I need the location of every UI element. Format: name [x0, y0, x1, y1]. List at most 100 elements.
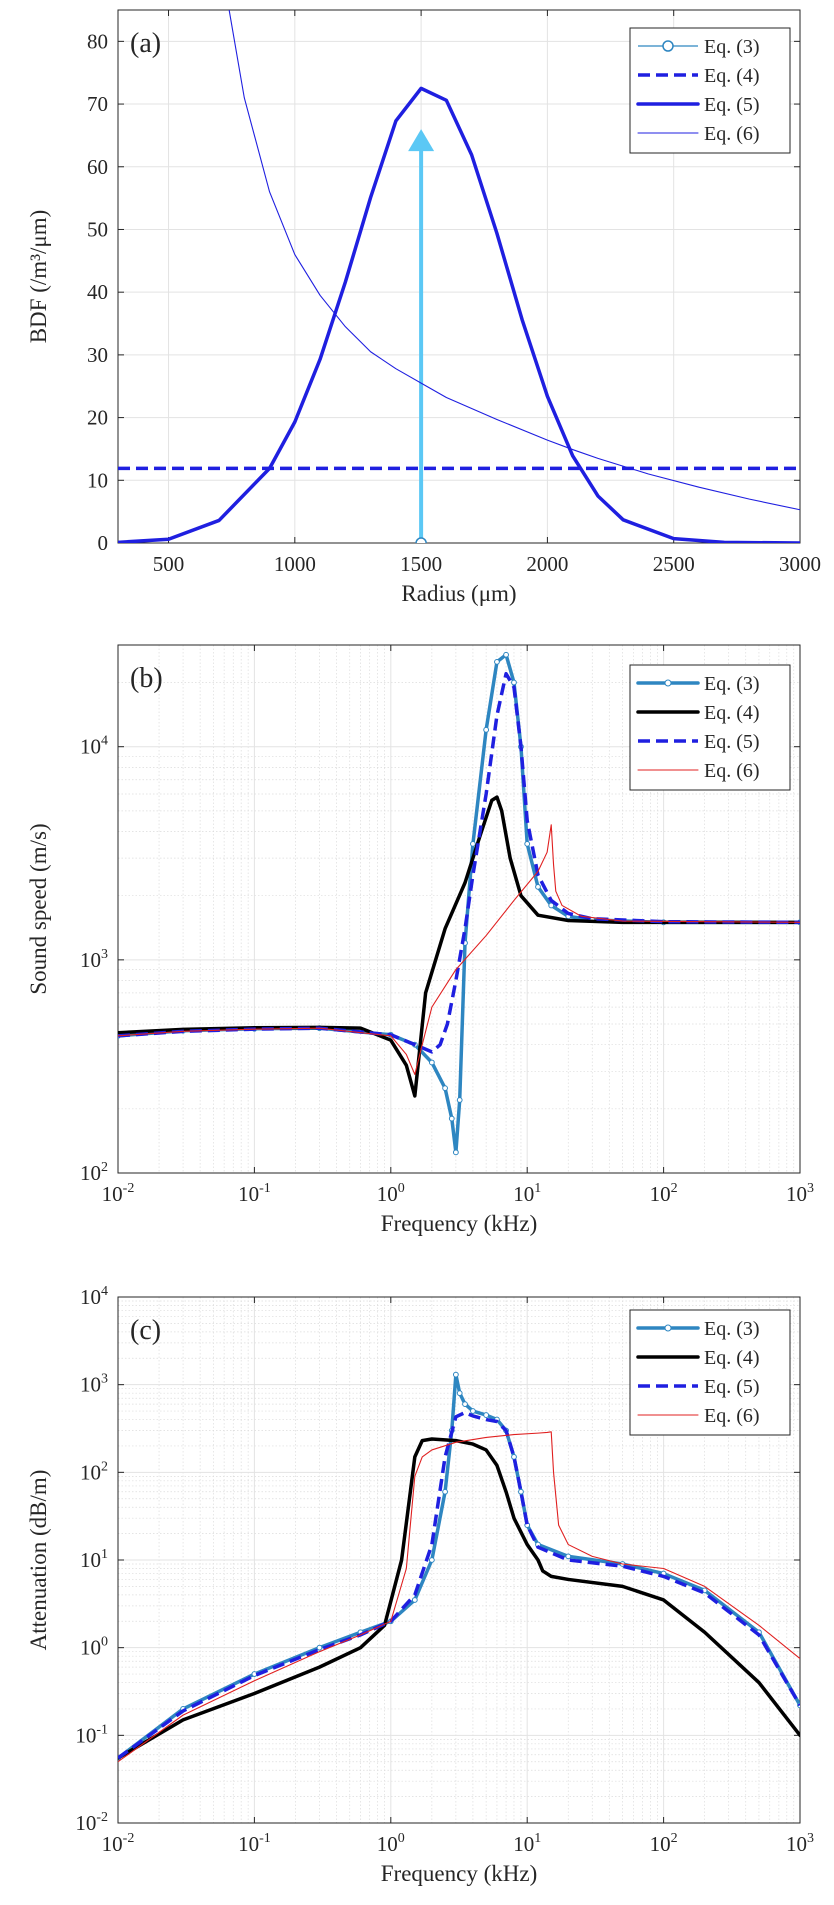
y-tick-label: 104 — [80, 1284, 108, 1309]
data-point-marker — [548, 902, 555, 909]
x-tick-label: 100 — [377, 1831, 405, 1856]
panel-label: (c) — [130, 1315, 161, 1346]
legend-label: Eq. (3) — [704, 36, 760, 58]
legend-entry: Eq. (3) — [638, 36, 760, 58]
x-tick-label: 10-2 — [102, 1181, 135, 1206]
x-axis-label: Frequency (kHz) — [381, 1211, 537, 1236]
data-point-marker — [511, 1453, 517, 1460]
y-tick-label: 103 — [80, 947, 108, 972]
series-line — [118, 86, 800, 543]
legend: Eq. (3) Eq. (4) Eq. (5) Eq. (6) — [629, 664, 791, 791]
data-point-marker — [483, 1412, 490, 1418]
x-tick-label: 1000 — [274, 552, 316, 576]
legend-entry: Eq. (5) — [638, 1376, 760, 1398]
legend-entry: Eq. (3) — [636, 1318, 760, 1340]
x-axis-label: Frequency (kHz) — [381, 1861, 537, 1886]
legend-label: Eq. (4) — [704, 65, 760, 87]
y-tick-label: 20 — [87, 406, 108, 430]
x-tick-label: 10-2 — [102, 1831, 135, 1856]
y-axis-label: BDF (/m³/μm) — [26, 210, 51, 344]
series-eq-5 — [118, 671, 800, 1054]
data-point-marker — [524, 840, 531, 847]
legend-entry: Eq. (5) — [636, 94, 760, 116]
x-tick-label: 3000 — [779, 552, 821, 576]
chart-panel-1: 500 1000 1500 2000 2500 3000 0 10 20 30 40 50 60 70 80… — [26, 9, 821, 606]
data-point-marker — [415, 537, 427, 543]
x-tick-label: 103 — [786, 1831, 814, 1856]
x-tick-label: 10-1 — [238, 1831, 271, 1856]
data-point-marker — [535, 883, 541, 890]
legend-marker — [664, 1324, 672, 1332]
legend-label: Eq. (6) — [704, 1405, 760, 1427]
y-axis-label: Attenuation (dB/m) — [26, 1470, 51, 1651]
panel-label: (a) — [130, 28, 161, 59]
data-point-marker — [316, 1644, 323, 1651]
series-line — [118, 671, 800, 1054]
legend-entry: Eq. (6) — [637, 123, 760, 145]
data-point-marker — [494, 658, 500, 665]
legend-entry: Eq. (6) — [637, 1405, 760, 1427]
x-tick-label: 2000 — [526, 552, 568, 576]
data-point-marker — [428, 1557, 435, 1563]
y-tick-label: 0 — [98, 531, 109, 555]
legend: Eq. (3) Eq. (4) Eq. (5) Eq. (6) — [629, 1309, 791, 1436]
x-tick-label: 103 — [786, 1181, 814, 1206]
chart-panel-2: 10-2 10-1 100 101 102 103 102 103 104 Frequency (… — [26, 644, 814, 1236]
x-tick-label: 1500 — [400, 552, 442, 576]
y-tick-label: 104 — [80, 734, 108, 759]
series-eq-6 — [118, 824, 800, 1075]
series-eq-3 — [118, 1371, 800, 1761]
arrow-head — [408, 129, 435, 152]
data-point-marker — [456, 1390, 463, 1397]
data-point-marker — [565, 1553, 572, 1560]
legend-entry: Eq. (4) — [636, 1347, 760, 1369]
legend-entry: Eq. (4) — [636, 702, 760, 724]
series-line — [118, 1437, 800, 1760]
x-tick-label: 10-1 — [238, 1181, 271, 1206]
data-point-marker — [452, 1371, 459, 1378]
plot-area — [118, 1371, 800, 1763]
legend-marker — [664, 679, 672, 687]
legend-label: Eq. (3) — [704, 673, 760, 695]
legend-entry: Eq. (5) — [638, 731, 760, 753]
legend-label: Eq. (5) — [704, 731, 760, 753]
y-tick-label: 50 — [87, 217, 108, 241]
x-tick-label: 500 — [153, 552, 185, 576]
plot-area — [118, 651, 800, 1156]
ticks: 10-2 10-1 100 101 102 103 102 103 104 — [80, 645, 814, 1206]
y-tick-label: 30 — [87, 343, 108, 367]
y-tick-label: 60 — [87, 155, 108, 179]
legend-label: Eq. (3) — [704, 1318, 760, 1340]
x-tick-label: 2500 — [653, 552, 695, 576]
axes-box — [117, 644, 801, 1174]
y-tick-label: 10 — [87, 468, 108, 492]
y-tick-label: 103 — [80, 1372, 108, 1397]
data-point-marker — [518, 1488, 524, 1495]
legend-label: Eq. (4) — [704, 1347, 760, 1369]
legend-label: Eq. (6) — [704, 123, 760, 145]
chart-panel-3: 10-2 10-1 100 101 102 103 10-2 10-1 100 101 102 103… — [26, 1284, 814, 1886]
y-tick-label: 40 — [87, 280, 108, 304]
series-eq-4 — [118, 795, 800, 1098]
y-tick-label: 10-2 — [75, 1810, 108, 1835]
x-tick-label: 102 — [650, 1831, 678, 1856]
y-tick-label: 102 — [80, 1160, 108, 1185]
series-eq-6 — [118, 1431, 800, 1763]
x-axis-label: Radius (μm) — [401, 581, 516, 606]
legend: Eq. (3) Eq. (4) Eq. (5) Eq. (6) — [629, 27, 791, 154]
legend-box — [629, 1309, 791, 1436]
data-point-marker — [483, 726, 490, 733]
series-eq-5 — [118, 86, 800, 543]
legend-marker — [662, 40, 674, 52]
data-point-marker — [456, 1097, 463, 1103]
y-tick-label: 10-1 — [75, 1722, 108, 1747]
data-point-marker — [470, 840, 476, 847]
y-tick-label: 70 — [87, 92, 108, 116]
series-eq-3 — [408, 129, 435, 543]
data-point-marker — [452, 1149, 459, 1156]
legend-box — [629, 27, 791, 154]
x-tick-label: 100 — [377, 1181, 405, 1206]
data-point-marker — [448, 1115, 455, 1122]
ticks: 10-2 10-1 100 101 102 103 10-2 10-1 100 101 102 103… — [75, 1284, 814, 1856]
